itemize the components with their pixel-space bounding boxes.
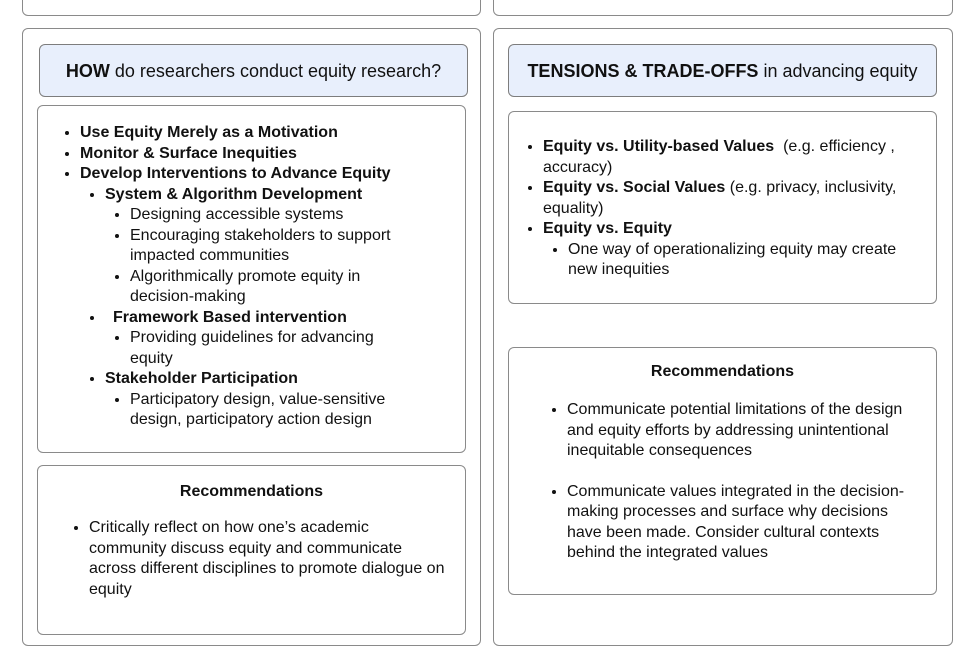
how-leaf-item: Designing accessible systems bbox=[130, 205, 465, 226]
how-leaf-item: Participatory design, value-sensitive de… bbox=[130, 390, 425, 431]
tensions-recommendations-card: Recommendations Communicate potential li… bbox=[508, 347, 937, 595]
how-recommendations-card: Recommendations Critically reflect on ho… bbox=[37, 465, 466, 635]
how-sub-item: System & Algorithm Development Designing… bbox=[105, 185, 465, 308]
how-leaf-item: Algorithmically promote equity in decisi… bbox=[130, 267, 405, 308]
how-item: Use Equity Merely as a Motivation bbox=[80, 123, 465, 144]
tension-label: Equity vs. Equity bbox=[543, 220, 672, 237]
tension-item: Equity vs. Social Values (e.g. privacy, … bbox=[543, 178, 923, 219]
tension-item: Equity vs. Equity One way of operational… bbox=[543, 219, 923, 281]
how-item-label: Develop Interventions to Advance Equity bbox=[80, 165, 391, 182]
how-recommendations-heading: Recommendations bbox=[179, 483, 324, 500]
tensions-recommendation-item: Communicate potential limitations of the… bbox=[567, 400, 907, 462]
how-methods-card: Use Equity Merely as a Motivation Monito… bbox=[37, 105, 466, 453]
tension-sub-item: One way of operationalizing equity may c… bbox=[568, 240, 898, 281]
tensions-card: Equity vs. Utility-based Values (e.g. ef… bbox=[508, 111, 937, 304]
tensions-title-rest: in advancing equity bbox=[758, 60, 918, 81]
how-leaf-item: Encouraging stakeholders to support impa… bbox=[130, 226, 430, 267]
how-sub-label: System & Algorithm Development bbox=[105, 185, 363, 203]
tension-label: Equity vs. Utility-based Values bbox=[543, 138, 775, 155]
how-sub-label: Framework Based intervention bbox=[113, 308, 347, 326]
top-left-panel bbox=[22, 0, 481, 16]
how-title-rest: do researchers conduct equity research? bbox=[109, 60, 442, 81]
tension-label: Equity vs. Social Values bbox=[543, 179, 726, 196]
tensions-recommendations-heading: Recommendations bbox=[650, 363, 795, 380]
how-item: Monitor & Surface Inequities bbox=[80, 144, 465, 165]
tensions-list: Equity vs. Utility-based Values (e.g. ef… bbox=[509, 137, 923, 281]
how-sub-label: Stakeholder Participation bbox=[105, 370, 298, 387]
how-item: Develop Interventions to Advance Equity … bbox=[80, 164, 465, 431]
how-recommendation-item: Critically reflect on how one’s academic… bbox=[89, 518, 449, 600]
how-sub-item: Framework Based intervention Providing g… bbox=[105, 308, 465, 370]
tension-item: Equity vs. Utility-based Values (e.g. ef… bbox=[543, 137, 923, 178]
how-leaf-item: Providing guidelines for advancing equit… bbox=[130, 328, 415, 369]
how-title-bold: HOW bbox=[65, 60, 110, 81]
tension-note: (e.g. efficiency , accuracy) bbox=[543, 138, 900, 176]
tensions-recommendation-item: Communicate values integrated in the dec… bbox=[567, 482, 907, 564]
tensions-title-bold: TENSIONS & TRADE-OFFS bbox=[527, 60, 759, 81]
how-methods-list: Use Equity Merely as a Motivation Monito… bbox=[38, 123, 465, 431]
tensions-title: TENSIONS & TRADE-OFFS in advancing equit… bbox=[508, 44, 937, 97]
how-sub-item: Stakeholder Participation Participatory … bbox=[105, 369, 465, 431]
how-recommendations-list: Critically reflect on how one’s academic… bbox=[38, 518, 449, 600]
how-title: HOW do researchers conduct equity resear… bbox=[39, 44, 468, 97]
tension-note: (e.g. privacy, inclusivity, equality) bbox=[543, 179, 897, 217]
tensions-recommendations-list: Communicate potential limitations of the… bbox=[509, 400, 907, 564]
top-right-panel bbox=[493, 0, 953, 16]
